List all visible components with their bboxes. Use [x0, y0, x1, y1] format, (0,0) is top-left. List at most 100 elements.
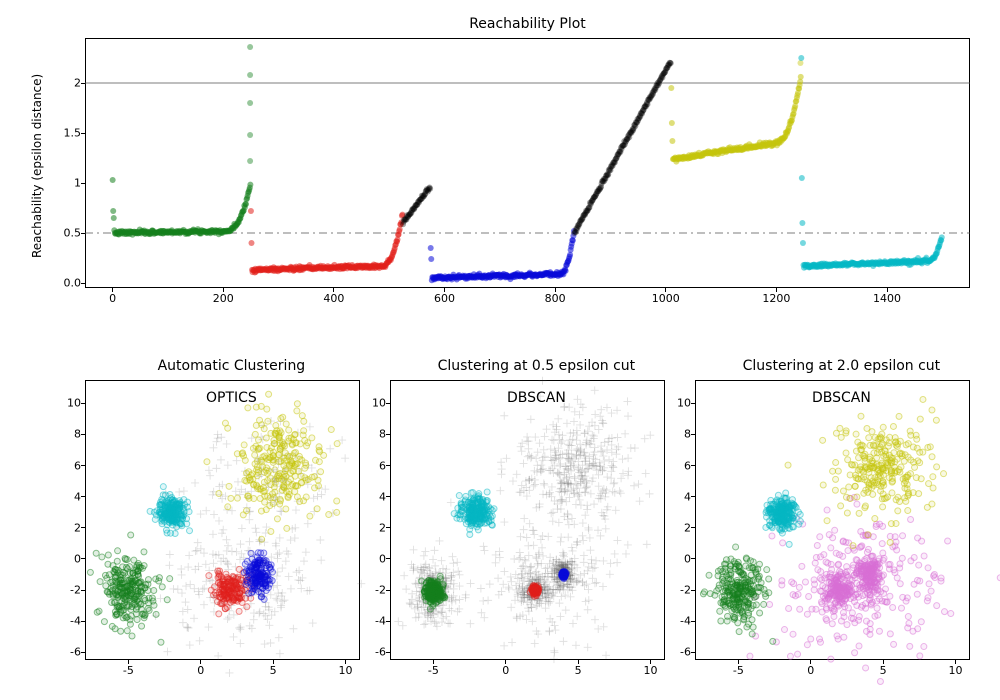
- noise-point: [523, 533, 531, 541]
- noise-point: [495, 548, 503, 556]
- noise-point: [508, 638, 516, 646]
- cluster-point: [841, 634, 847, 640]
- noise-point: [597, 406, 605, 414]
- cluster-point: [96, 608, 102, 614]
- cluster-point: [106, 591, 112, 597]
- panel_db20-svg: [695, 380, 970, 660]
- noise-point: [591, 564, 599, 572]
- noise-point: [267, 639, 275, 647]
- cluster-point: [225, 504, 231, 510]
- noise-point: [205, 623, 213, 631]
- noise-point: [236, 540, 244, 548]
- noise-point: [233, 457, 241, 465]
- noise-point: [430, 546, 438, 554]
- noise-point: [184, 606, 192, 614]
- cluster-point: [474, 524, 480, 530]
- noise-point: [557, 533, 565, 541]
- noise-point: [518, 482, 526, 490]
- noise-point: [537, 535, 545, 543]
- noise-point: [564, 511, 572, 519]
- cluster-point: [463, 493, 469, 499]
- noise-point: [520, 526, 528, 534]
- cluster-point: [844, 622, 850, 628]
- cluster-point: [167, 576, 173, 582]
- cluster-point: [278, 430, 284, 436]
- noise-point: [245, 516, 253, 524]
- noise-point: [229, 633, 237, 641]
- noise-point: [580, 552, 588, 560]
- xtick: 0: [197, 664, 204, 677]
- cluster-point: [297, 499, 303, 505]
- cluster-point: [216, 491, 222, 497]
- cluster-point: [159, 584, 165, 590]
- cluster-point: [261, 550, 267, 556]
- noise-point: [429, 555, 437, 563]
- noise-point: [170, 585, 178, 593]
- cluster-point: [313, 457, 319, 463]
- cluster-point: [469, 506, 475, 512]
- noise-point: [581, 484, 589, 492]
- noise-point: [500, 412, 508, 420]
- cluster-point: [282, 458, 288, 464]
- noise-point: [456, 595, 464, 603]
- noise-point: [494, 574, 502, 582]
- cluster-point: [166, 502, 172, 508]
- noise-point: [196, 637, 204, 645]
- cluster-point: [274, 516, 280, 522]
- cluster-point: [236, 608, 242, 614]
- cluster-point: [252, 560, 258, 566]
- noise-point: [570, 520, 578, 528]
- ytick: -6: [370, 646, 386, 659]
- reachability-svg: [85, 38, 970, 288]
- noise-point: [291, 534, 299, 542]
- noise-point: [582, 466, 590, 474]
- noise-point: [496, 487, 504, 495]
- noise-point: [555, 599, 563, 607]
- noise-point: [444, 619, 452, 627]
- cluster-point: [253, 443, 259, 449]
- noise-point: [304, 520, 312, 528]
- noise-point: [182, 582, 190, 590]
- ytick: 4: [71, 490, 81, 503]
- cluster-point: [246, 495, 252, 501]
- noise-point: [202, 507, 210, 515]
- noise-point: [590, 500, 598, 508]
- cluster-point: [259, 536, 265, 542]
- xtick: 800: [545, 292, 566, 305]
- ytick: 10: [675, 397, 691, 410]
- noise-point: [577, 571, 585, 579]
- noise-point: [234, 478, 242, 486]
- cluster-point: [118, 577, 124, 583]
- cluster-point: [301, 418, 307, 424]
- noise-point: [302, 548, 310, 556]
- noise-point: [399, 622, 407, 630]
- cluster-point: [180, 516, 186, 522]
- xtick: 600: [434, 292, 455, 305]
- cluster-point: [261, 426, 267, 432]
- reach-point: [247, 158, 253, 164]
- noise-point: [521, 556, 529, 564]
- noise-point: [567, 593, 575, 601]
- noise-point: [310, 494, 318, 502]
- cluster-point: [226, 483, 232, 489]
- noise-point: [205, 466, 213, 474]
- cluster-point: [276, 459, 282, 465]
- xtick-mark: [128, 660, 129, 664]
- xtick-mark: [444, 288, 445, 292]
- noise-point: [584, 586, 592, 594]
- noise-point: [548, 483, 556, 491]
- noise-point: [276, 650, 284, 658]
- dbscan-20-title-line1: Clustering at 2.0 epsilon cut: [743, 358, 941, 374]
- cluster-point: [129, 633, 135, 639]
- cluster-point: [476, 515, 482, 521]
- noise-point: [219, 526, 227, 534]
- noise-point: [587, 490, 595, 498]
- noise-point: [549, 517, 557, 525]
- xtick: 5: [880, 664, 887, 677]
- cluster-point: [230, 578, 236, 584]
- cluster-point: [147, 508, 153, 514]
- noise-point: [447, 498, 455, 506]
- noise-point: [480, 542, 488, 550]
- noise-point: [594, 625, 602, 633]
- noise-point: [583, 506, 591, 514]
